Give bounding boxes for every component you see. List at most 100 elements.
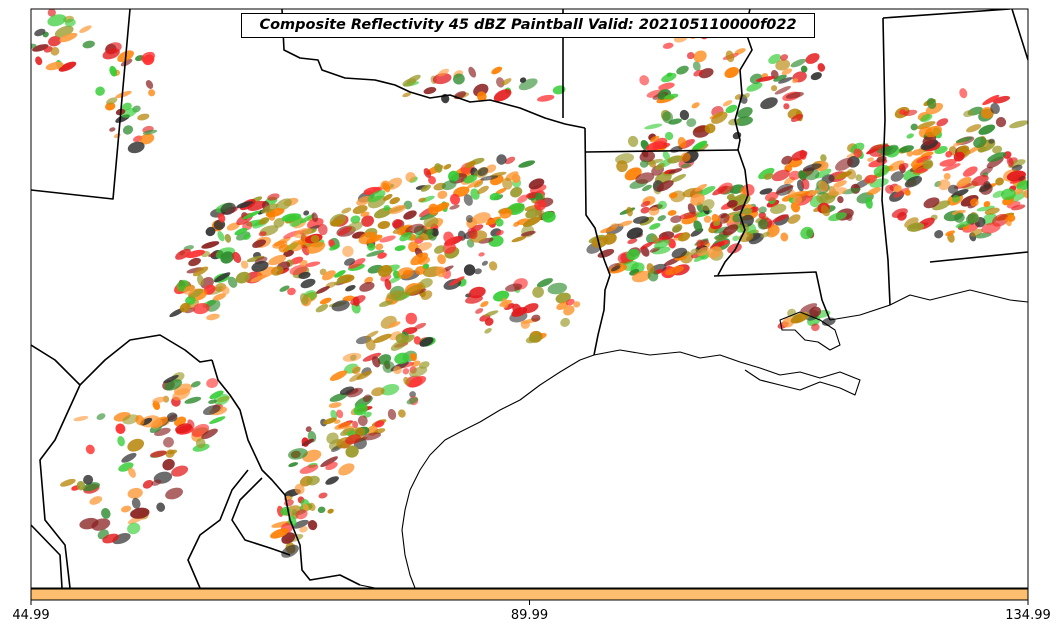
paintball-blob	[463, 264, 476, 276]
paintball-blob	[271, 521, 291, 528]
paintball-blob	[289, 240, 304, 252]
paintball-blob	[352, 296, 360, 307]
paintball-blob	[163, 374, 179, 384]
paintball-blob	[938, 179, 951, 191]
paintball-blob	[135, 415, 145, 426]
paintball-blob	[356, 370, 373, 380]
paintball-blob	[649, 223, 661, 230]
paintball-blob	[166, 412, 178, 422]
paintball-blob	[668, 118, 682, 125]
paintball-blob	[192, 303, 210, 315]
paintball-blob	[89, 496, 103, 505]
paintball-blob	[405, 172, 416, 183]
paintball-blob	[934, 230, 944, 239]
paintball-blob	[758, 211, 766, 219]
paintball-blob	[610, 265, 621, 272]
paintball-blob	[764, 191, 779, 202]
paintball-blob	[399, 231, 413, 242]
paintball-layer	[31, 9, 1028, 558]
paintball-blob	[835, 157, 854, 171]
paintball-blob	[310, 234, 320, 243]
paintball-blob	[505, 283, 523, 292]
paintball-blob	[185, 249, 206, 258]
paintball-blob	[242, 210, 261, 220]
paintball-blob	[139, 133, 155, 145]
paintball-blob	[79, 25, 92, 34]
paintball-blob	[992, 145, 1003, 154]
paintball-blob	[382, 182, 391, 193]
paintball-blob	[365, 330, 379, 339]
paintball-blob	[563, 305, 575, 316]
paintball-blob	[342, 295, 355, 302]
paintball-blob	[975, 232, 992, 239]
paintball-blob	[260, 203, 279, 214]
paintball-blob	[360, 211, 370, 217]
paintball-blob	[717, 212, 730, 224]
paintball-blob	[692, 140, 708, 151]
paintball-blob	[488, 261, 498, 271]
paintball-blob	[725, 50, 735, 63]
paintball-blob	[408, 376, 427, 388]
paintball-blob	[47, 14, 67, 27]
paintball-blob	[101, 507, 111, 519]
paintball-blob	[356, 195, 372, 206]
paintball-blob	[453, 186, 470, 197]
paintball-blob	[384, 278, 392, 290]
paintball-blob	[962, 166, 978, 177]
paintball-blob	[243, 233, 251, 240]
paintball-blob	[810, 72, 822, 81]
paintball-blob	[644, 123, 663, 130]
paintball-blob	[341, 207, 352, 214]
paintball-blob	[115, 423, 126, 434]
paintball-blob	[853, 148, 862, 158]
coast-delta	[779, 311, 841, 351]
paintball-blob	[640, 206, 650, 214]
paintball-blob	[73, 415, 89, 422]
paintball-blob	[279, 285, 290, 292]
paintball-blob	[676, 65, 689, 75]
paintball-blob	[667, 155, 684, 164]
paintball-blob	[232, 251, 242, 263]
paintball-blob	[671, 247, 687, 259]
paintball-blob	[85, 444, 95, 455]
paintball-blob	[109, 65, 118, 77]
paintball-blob	[873, 164, 890, 177]
paintball-blob	[442, 242, 457, 254]
paintball-blob	[519, 77, 527, 83]
border-la-ms	[713, 271, 831, 321]
paintball-blob	[475, 308, 484, 314]
paintball-blob	[387, 321, 401, 328]
paintball-blob	[379, 300, 393, 307]
paintball-blob	[295, 509, 308, 520]
paintball-blob	[306, 475, 320, 486]
paintball-blob	[743, 93, 750, 99]
paintball-blob	[982, 94, 1000, 106]
paintball-blob	[330, 409, 338, 420]
paintball-blob	[815, 168, 832, 179]
paintball-blob	[175, 248, 191, 260]
paintball-blob	[654, 239, 671, 249]
paintball-blob	[965, 213, 979, 224]
paintball-blob	[735, 116, 753, 126]
paintball-blob	[920, 113, 933, 123]
paintball-blob	[904, 176, 923, 188]
map-frame	[30, 8, 1029, 589]
paintball-blob	[781, 68, 793, 76]
paintball-blob	[294, 483, 305, 495]
paintball-blob	[495, 230, 504, 236]
paintball-blob	[420, 184, 432, 192]
paintball-blob	[770, 203, 787, 214]
paintball-blob	[328, 402, 342, 408]
paintball-blob	[504, 303, 515, 311]
paintball-blob	[746, 82, 763, 92]
paintball-blob	[463, 174, 478, 184]
paintball-blob	[984, 207, 1000, 215]
paintball-blob	[811, 323, 820, 332]
paintball-blob	[345, 445, 359, 458]
border-mexico-4	[231, 477, 291, 556]
paintball-blob	[790, 312, 810, 324]
paintball-blob	[787, 214, 801, 224]
paintball-blob	[315, 304, 329, 313]
paintball-blob	[209, 390, 224, 400]
paintball-blob	[640, 200, 651, 208]
